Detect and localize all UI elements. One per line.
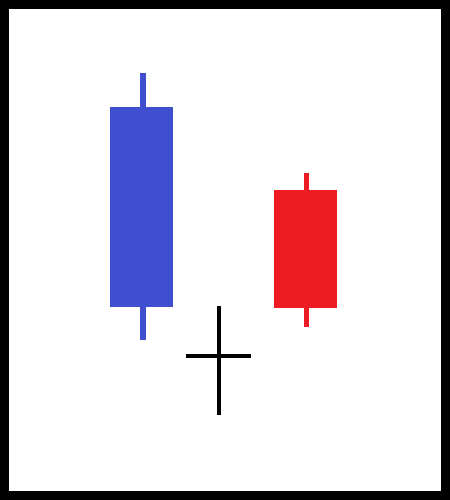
candle-1-upper-wick (140, 73, 146, 109)
candle-1-lower-wick (140, 305, 146, 340)
candle-2-wick (217, 306, 221, 415)
candle-3-upper-wick (304, 173, 309, 192)
candle-2-body-line (186, 354, 251, 358)
candle-1-bullish (110, 73, 173, 340)
candle-1-body (110, 107, 173, 307)
candle-3-lower-wick (304, 306, 309, 327)
candle-3-body (274, 190, 337, 308)
candle-2-doji (186, 306, 251, 415)
candle-3-bearish (274, 173, 337, 327)
